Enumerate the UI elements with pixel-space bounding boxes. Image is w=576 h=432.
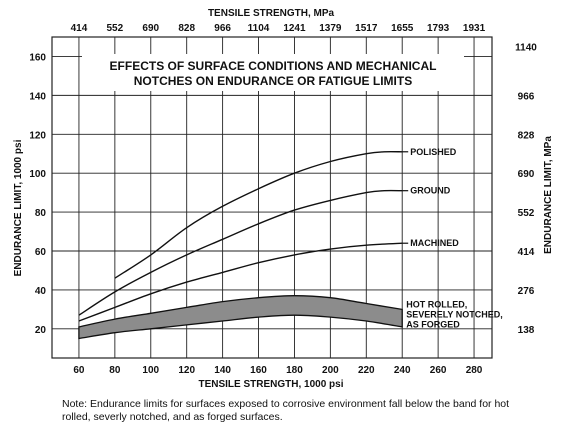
plot-frame xyxy=(51,36,493,359)
series-layer: POLISHED GROUND MACHINED xyxy=(78,147,459,322)
x-tick-label: 280 xyxy=(466,365,483,376)
x-tick-label: 180 xyxy=(286,365,303,376)
x2-tick-label: 1241 xyxy=(283,23,306,34)
band-hot-rolled xyxy=(78,295,403,340)
x2-tick-label: 966 xyxy=(214,23,231,34)
x-tick-label: 120 xyxy=(178,365,195,376)
band-label: HOT ROLLED, xyxy=(406,299,467,309)
chart-note: Note: Endurance limits for surfaces expo… xyxy=(62,398,510,423)
y2-tick-label: 414 xyxy=(518,247,535,258)
x2-tick-label: 414 xyxy=(71,23,88,34)
y2-tick-label: 690 xyxy=(518,169,535,180)
x2-axis-title: TENSILE STRENGTH, MPa xyxy=(208,8,335,19)
x-tick-label: 60 xyxy=(73,365,85,376)
series-line-polished xyxy=(114,150,403,279)
x-tick-label: 160 xyxy=(250,365,267,376)
y-tick-label: 40 xyxy=(35,286,47,297)
fatigue-chart: EFFECTS OF SURFACE CONDITIONS AND MECHAN… xyxy=(13,8,554,390)
x2-tick-label: 1104 xyxy=(248,23,270,34)
y-tick-label: 80 xyxy=(35,208,47,219)
y-axis-title: ENDURANCE LIMIT, 1000 psi xyxy=(13,139,24,276)
x-tick-label: 240 xyxy=(394,365,411,376)
y2-tick-label: 1140 xyxy=(515,43,537,54)
y-tick-label: 20 xyxy=(35,325,47,336)
x2-tick-label: 1517 xyxy=(355,23,378,34)
series-label-polished: POLISHED xyxy=(410,147,457,157)
y2-tick-label: 138 xyxy=(518,325,535,336)
x2-tick-label: 552 xyxy=(107,23,124,34)
y-tick-label: 120 xyxy=(29,130,46,141)
x2-tick-label: 828 xyxy=(178,23,195,34)
series-line-ground xyxy=(78,189,403,316)
x-tick-label: 100 xyxy=(142,365,159,376)
band-label: AS FORGED xyxy=(406,319,460,329)
x-tick-label: 220 xyxy=(358,365,375,376)
y-tick-label: 100 xyxy=(29,169,46,180)
x2-tick-label: 1655 xyxy=(391,23,414,34)
y2-tick-label: 552 xyxy=(518,208,535,219)
x2-tick-label: 690 xyxy=(142,23,159,34)
y2-tick-label: 966 xyxy=(518,91,535,102)
x-tick-label: 80 xyxy=(109,365,121,376)
x-axis-title: TENSILE STRENGTH, 1000 psi xyxy=(198,379,343,390)
y-tick-label: 160 xyxy=(29,52,46,63)
x-tick-label: 260 xyxy=(430,365,447,376)
x2-tick-label: 1931 xyxy=(463,23,486,34)
chart-title-line-2: NOTCHES ON ENDURANCE OR FATIGUE LIMITS xyxy=(134,74,412,88)
y-tick-label: 60 xyxy=(35,247,47,258)
x2-tick-label: 1379 xyxy=(319,23,342,34)
x2-tick-label: 1793 xyxy=(427,23,450,34)
band-label: SEVERELY NOTCHED, xyxy=(406,309,503,319)
title-box xyxy=(82,54,464,91)
y2-tick-label: 276 xyxy=(518,286,535,297)
tick-layer: 60 80 100 120 140 160 180 200 220 240 260 280 20 40 60… xyxy=(29,23,537,376)
series-line-machined xyxy=(78,242,403,322)
x-tick-label: 200 xyxy=(322,365,339,376)
band-layer: HOT ROLLED,SEVERELY NOTCHED,AS FORGED xyxy=(78,295,503,340)
y2-tick-label: 828 xyxy=(518,130,535,141)
y2-axis-title: ENDURANCE LIMIT, MPa xyxy=(543,136,554,254)
x-tick-label: 140 xyxy=(214,365,231,376)
chart-title-line-1: EFFECTS OF SURFACE CONDITIONS AND MECHAN… xyxy=(110,59,437,73)
series-label-ground: GROUND xyxy=(410,186,450,196)
y-tick-label: 140 xyxy=(29,91,46,102)
series-label-machined: MACHINED xyxy=(410,238,459,248)
